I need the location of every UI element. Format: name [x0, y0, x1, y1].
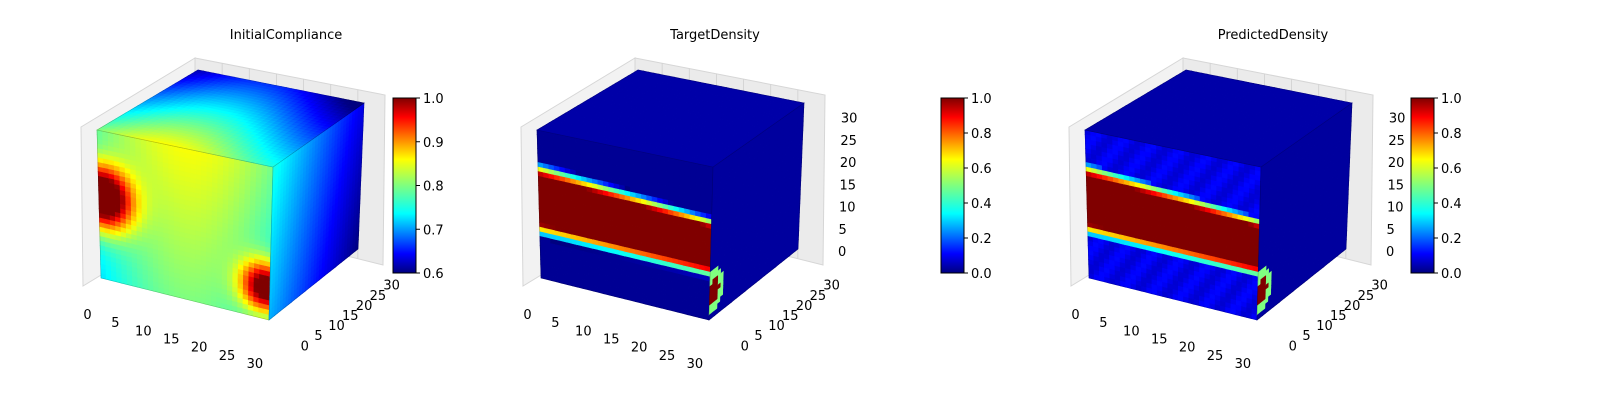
colorbar-tick-label: 1.0 — [423, 92, 444, 107]
colorbar-tick-label: 0.4 — [971, 197, 992, 212]
y-tick-label: 20 — [1344, 299, 1361, 314]
z-tick-label: 20 — [840, 156, 857, 171]
y-tick-label: 5 — [754, 329, 762, 344]
x-tick-label: 25 — [1207, 349, 1224, 364]
y-tick-label: 25 — [370, 289, 387, 304]
z-tick-label: 5 — [1386, 223, 1394, 238]
panel-title: TargetDensity — [669, 28, 760, 43]
y-tick-label: 20 — [796, 299, 813, 314]
x-tick-label: 0 — [83, 308, 91, 323]
colorbar: 0.0 0.2 0.4 0.6 0.8 1.0 — [940, 92, 992, 282]
y-tick-label: 25 — [810, 289, 827, 304]
colorbar-tick-label: 0.6 — [971, 162, 992, 177]
y-tick-label: 20 — [356, 299, 373, 314]
panel-title: PredictedDensity — [1218, 28, 1329, 43]
x-tick-label: 5 — [111, 316, 119, 331]
x-tick-label: 15 — [163, 332, 180, 347]
x-tick-label: 0 — [1071, 308, 1079, 323]
x-tick-label: 30 — [1235, 357, 1252, 372]
y-tick-label: 10 — [1316, 319, 1333, 334]
panel-initial-compliance: InitialCompliance 0510152025300510152025… — [80, 28, 444, 372]
y-tick-label: 25 — [1358, 289, 1375, 304]
x-tick-label: 25 — [659, 349, 676, 364]
colorbar-tick-label: 0.6 — [423, 267, 444, 282]
y-tick-label: 5 — [314, 329, 322, 344]
x-tick-label: 20 — [1179, 341, 1196, 356]
colorbar: 0.0 0.2 0.4 0.6 0.8 1.0 — [1410, 92, 1462, 282]
z-tick-label: 15 — [1387, 178, 1404, 193]
y-tick-label: 15 — [782, 309, 799, 324]
x-tick-label: 15 — [603, 332, 620, 347]
y-tick-label: 10 — [768, 319, 785, 334]
colorbar-tick-label: 0.2 — [971, 232, 992, 247]
voxel-cube — [536, 69, 805, 321]
colorbar-tick-label: 0.0 — [971, 267, 992, 282]
x-tick-label: 20 — [191, 341, 208, 356]
x-tick-label: 30 — [247, 357, 264, 372]
x-tick-label: 20 — [631, 341, 648, 356]
z-tick-label: 15 — [839, 178, 856, 193]
x-tick-label: 10 — [1123, 324, 1140, 339]
colorbar-tick-label: 0.8 — [423, 180, 444, 195]
colorbar-tick-label: 1.0 — [1441, 92, 1462, 107]
colorbar-tick-label: 0.8 — [1441, 127, 1462, 142]
voxel-cube — [1084, 69, 1353, 321]
panel-title: InitialCompliance — [230, 28, 343, 43]
z-tick-label: 10 — [839, 201, 856, 216]
colorbar-tick-label: 0.7 — [423, 223, 444, 238]
y-tick-label: 0 — [741, 339, 749, 354]
z-tick-label: 5 — [838, 223, 846, 238]
y-tick-label: 15 — [342, 309, 359, 324]
panel-predicted-density: PredictedDensity 05101520253005101520253… — [1068, 28, 1462, 372]
z-tick-label: 30 — [1389, 112, 1406, 127]
x-tick-label: 5 — [551, 316, 559, 331]
z-tick-label: 30 — [841, 112, 858, 127]
colorbar-tick-label: 1.0 — [971, 92, 992, 107]
y-tick-label: 30 — [383, 279, 400, 294]
x-tick-label: 30 — [687, 357, 704, 372]
colorbar: 0.6 0.7 0.8 0.9 1.0 — [392, 92, 444, 282]
x-tick-label: 25 — [219, 349, 236, 364]
y-tick-label: 30 — [823, 279, 840, 294]
x-tick-label: 10 — [575, 324, 592, 339]
colorbar-tick-label: 0.9 — [423, 136, 444, 151]
z-tick-label: 0 — [1386, 245, 1394, 260]
colorbar-tick-label: 0.0 — [1441, 267, 1462, 282]
colorbar-tick-label: 0.4 — [1441, 197, 1462, 212]
voxel-cube — [96, 69, 365, 321]
x-tick-label: 0 — [523, 308, 531, 323]
y-tick-label: 0 — [301, 339, 309, 354]
z-tick-label: 0 — [838, 245, 846, 260]
panel-target-density: TargetDensity 05101520253005101520253005… — [520, 28, 992, 372]
y-tick-label: 15 — [1330, 309, 1347, 324]
colorbar-tick-label: 0.2 — [1441, 232, 1462, 247]
x-tick-label: 5 — [1099, 316, 1107, 331]
z-tick-label: 25 — [1388, 134, 1405, 149]
z-tick-label: 25 — [840, 134, 857, 149]
y-tick-label: 10 — [328, 319, 345, 334]
x-tick-label: 15 — [1151, 332, 1168, 347]
x-tick-label: 10 — [135, 324, 152, 339]
colorbar-tick-label: 0.8 — [971, 127, 992, 142]
y-tick-label: 30 — [1371, 279, 1388, 294]
z-tick-label: 20 — [1388, 156, 1405, 171]
y-tick-label: 5 — [1302, 329, 1310, 344]
y-tick-label: 0 — [1289, 339, 1297, 354]
z-tick-label: 10 — [1387, 201, 1404, 216]
colorbar-tick-label: 0.6 — [1441, 162, 1462, 177]
